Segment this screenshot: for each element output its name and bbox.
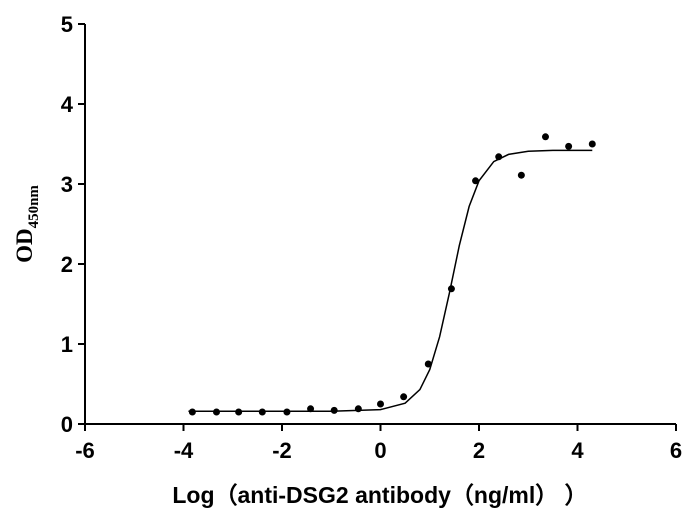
- x-tick-label: -6: [75, 438, 95, 463]
- data-point: [258, 408, 266, 416]
- x-tick-label: -4: [174, 438, 194, 463]
- data-point: [212, 408, 220, 416]
- y-axis-label: OD450nm: [12, 185, 42, 263]
- data-point: [424, 360, 432, 368]
- data-point: [472, 177, 480, 185]
- y-tick-label: 0: [61, 412, 73, 437]
- y-tick-label: 1: [61, 332, 73, 357]
- y-tick-label: 5: [61, 12, 73, 37]
- data-point: [188, 408, 196, 416]
- data-point: [400, 393, 408, 401]
- y-tick-label: 3: [61, 172, 73, 197]
- data-point: [283, 408, 291, 416]
- y-axis-label-main: OD: [12, 228, 37, 263]
- data-point: [541, 133, 549, 141]
- fit-curve: [188, 149, 593, 412]
- data-point: [377, 400, 384, 408]
- data-point: [588, 140, 596, 148]
- x-tick-label: 6: [670, 438, 682, 463]
- x-tick-label: 0: [374, 438, 386, 463]
- data-point: [517, 171, 525, 179]
- x-tick-label: -2: [272, 438, 292, 463]
- data-point: [354, 405, 362, 413]
- data-point: [565, 142, 573, 150]
- y-tick-label: 4: [61, 92, 74, 117]
- y-axis-label-sub: 450nm: [26, 185, 42, 229]
- data-point: [235, 408, 243, 416]
- x-tick-label: 2: [473, 438, 485, 463]
- x-tick-label: 4: [571, 438, 584, 463]
- x-axis-label: Log（anti-DSG2 antibody（ng/ml） ）: [172, 482, 587, 508]
- y-tick-label: 2: [61, 252, 73, 277]
